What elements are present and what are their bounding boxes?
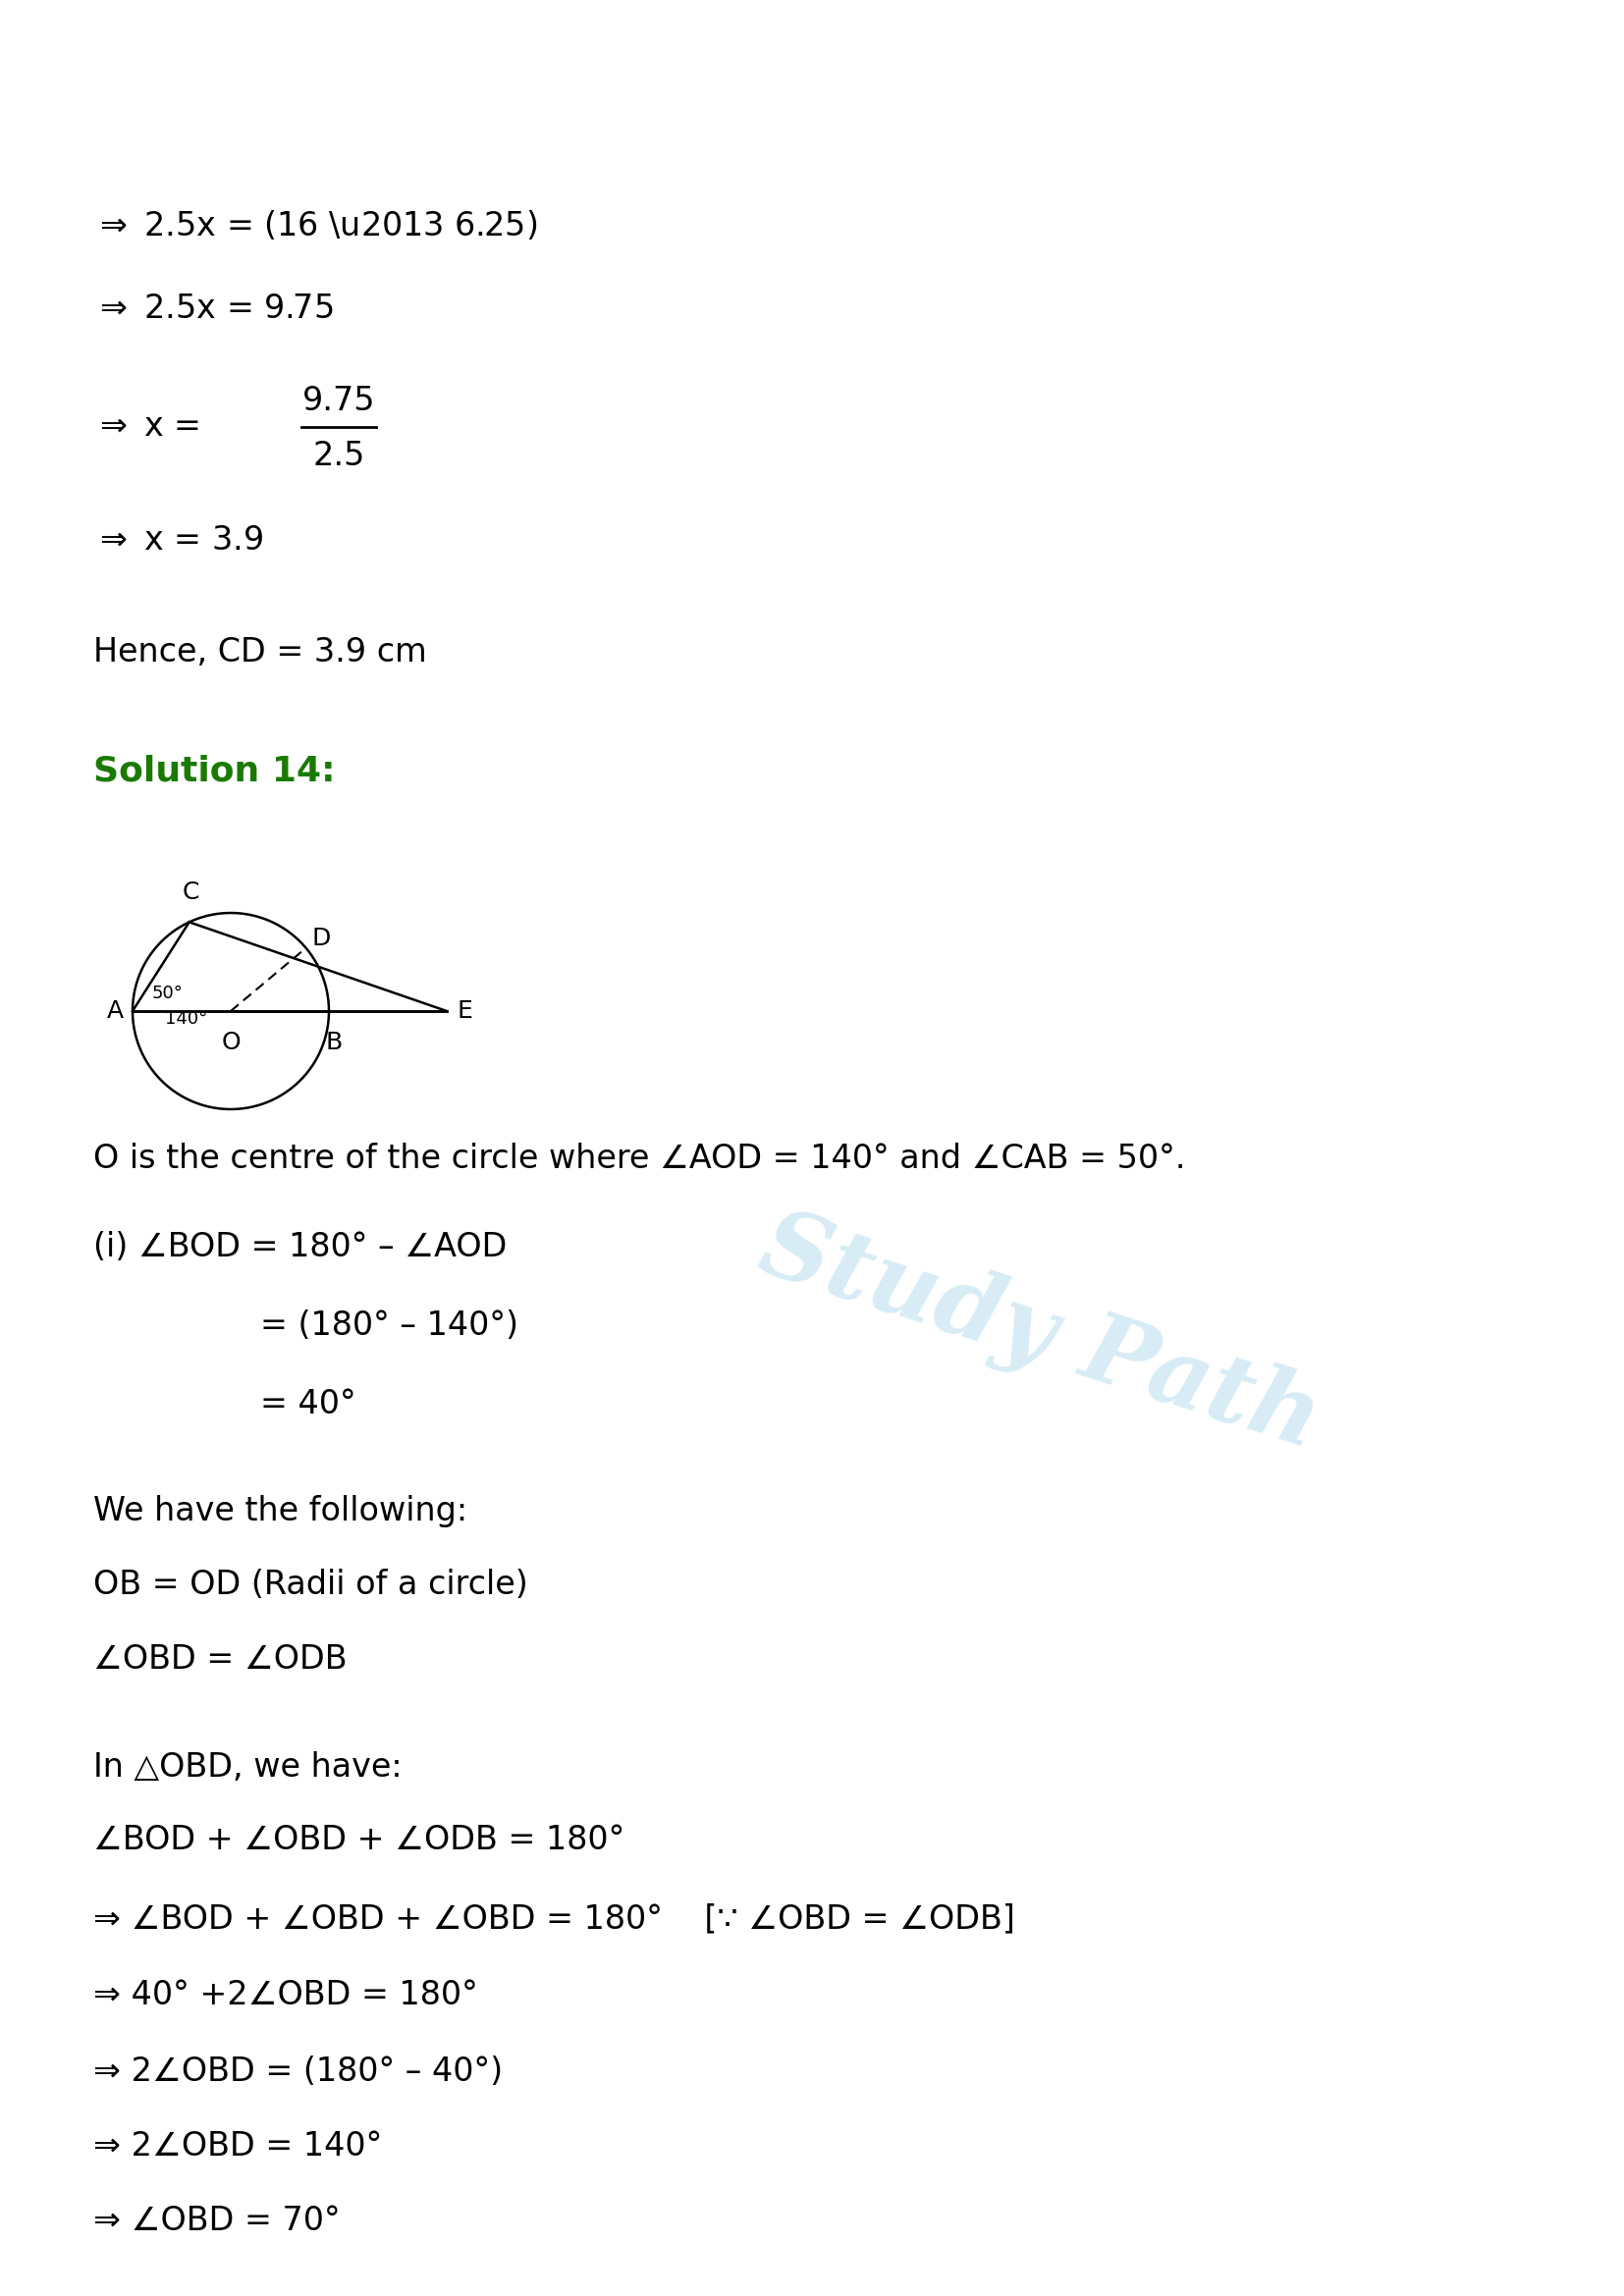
Text: (i) ∠BOD = 180° – ∠AOD: (i) ∠BOD = 180° – ∠AOD	[93, 1231, 507, 1263]
Text: Study Path: Study Path	[747, 1201, 1332, 1469]
Text: 2.5: 2.5	[312, 441, 365, 473]
Text: D: D	[312, 925, 331, 951]
Text: $\Rightarrow$ 2.5x = 9.75: $\Rightarrow$ 2.5x = 9.75	[93, 294, 333, 326]
Text: O is the centre of the circle where ∠AOD = 140° and ∠CAB = 50°.: O is the centre of the circle where ∠AOD…	[93, 1141, 1186, 1176]
Text: $\Rightarrow$ x =: $\Rightarrow$ x =	[93, 411, 203, 443]
Text: 50°: 50°	[151, 985, 182, 1003]
Text: Chapter 12: Circles: Chapter 12: Circles	[664, 101, 960, 131]
Text: Solution 14:: Solution 14:	[93, 753, 335, 788]
Text: Hence, CD = 3.9 cm: Hence, CD = 3.9 cm	[93, 636, 427, 668]
Text: OB = OD (Radii of a circle): OB = OD (Radii of a circle)	[93, 1568, 528, 1603]
Text: $\Rightarrow$ 2.5x = (16 \u2013 6.25): $\Rightarrow$ 2.5x = (16 \u2013 6.25)	[93, 209, 538, 243]
Text: A: A	[107, 999, 123, 1022]
Text: ⇒ 2∠OBD = 140°: ⇒ 2∠OBD = 140°	[93, 2131, 382, 2163]
Text: ⇒ 40° +2∠OBD = 180°: ⇒ 40° +2∠OBD = 180°	[93, 1979, 477, 2011]
Text: O: O	[221, 1031, 240, 1054]
Text: E: E	[456, 999, 473, 1022]
Text: In △OBD, we have:: In △OBD, we have:	[93, 1752, 403, 1784]
Text: RS Aggarwal Solutions: RS Aggarwal Solutions	[585, 53, 1039, 87]
Text: $\Rightarrow$ x = 3.9: $\Rightarrow$ x = 3.9	[93, 523, 263, 556]
Text: ⇒ ∠OBD = 70°: ⇒ ∠OBD = 70°	[93, 2204, 341, 2236]
Text: ⇒ 2∠OBD = (180° – 40°): ⇒ 2∠OBD = (180° – 40°)	[93, 2055, 503, 2087]
Text: B: B	[325, 1031, 343, 1054]
Text: = 40°: = 40°	[260, 1387, 356, 1419]
Text: ⇒ ∠BOD + ∠OBD + ∠OBD = 180°    [∵ ∠OBD = ∠ODB]: ⇒ ∠BOD + ∠OBD + ∠OBD = 180° [∵ ∠OBD = ∠O…	[93, 1903, 1015, 1936]
Text: Study Path: Study Path	[42, 122, 135, 135]
Text: 9.75: 9.75	[302, 383, 375, 416]
Text: Class - 9: Class - 9	[747, 16, 877, 46]
Text: 140°: 140°	[166, 1010, 208, 1029]
Text: C: C	[182, 882, 200, 905]
Text: We have the following:: We have the following:	[93, 1495, 468, 1527]
Text: = (180° – 140°): = (180° – 140°)	[260, 1309, 518, 1341]
Text: Page 10 of 18: Page 10 of 18	[718, 2243, 906, 2271]
Text: ∠BOD + ∠OBD + ∠ODB = 180°: ∠BOD + ∠OBD + ∠ODB = 180°	[93, 1825, 625, 1857]
Text: ∠OBD = ∠ODB: ∠OBD = ∠ODB	[93, 1642, 348, 1676]
